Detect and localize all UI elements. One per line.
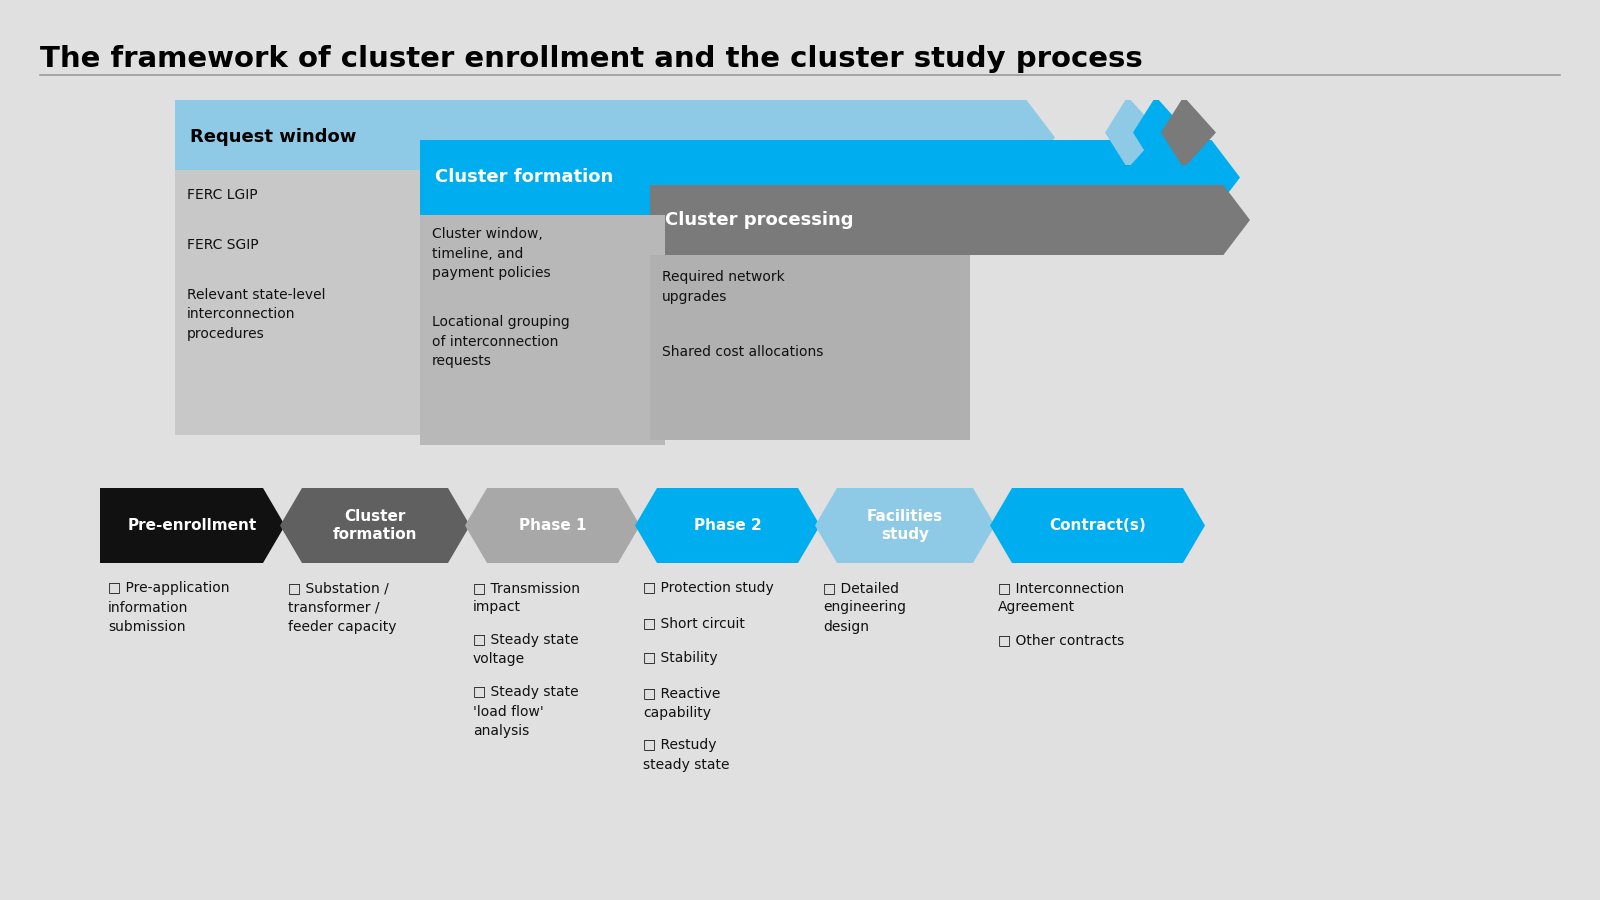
Text: □ Other contracts: □ Other contracts xyxy=(998,633,1125,647)
Text: Cluster window,
timeline, and
payment policies: Cluster window, timeline, and payment po… xyxy=(432,227,550,280)
Text: FERC SGIP: FERC SGIP xyxy=(187,238,259,252)
Text: Locational grouping
of interconnection
requests: Locational grouping of interconnection r… xyxy=(432,315,570,368)
Polygon shape xyxy=(99,488,285,563)
Text: Facilities
study: Facilities study xyxy=(867,509,942,542)
Text: Shared cost allocations: Shared cost allocations xyxy=(662,345,824,359)
Polygon shape xyxy=(1162,100,1216,165)
Text: Pre-enrollment: Pre-enrollment xyxy=(128,518,258,533)
Text: □ Steady state
'load flow'
analysis: □ Steady state 'load flow' analysis xyxy=(474,685,579,738)
Polygon shape xyxy=(814,488,995,563)
Text: □ Restudy
steady state: □ Restudy steady state xyxy=(643,738,730,771)
Text: □ Steady state
voltage: □ Steady state voltage xyxy=(474,633,579,667)
Text: □ Reactive
capability: □ Reactive capability xyxy=(643,686,720,719)
Text: Phase 1: Phase 1 xyxy=(518,518,586,533)
Text: □ Short circuit: □ Short circuit xyxy=(643,616,746,630)
Text: Request window: Request window xyxy=(190,129,357,147)
Text: □ Detailed
engineering
design: □ Detailed engineering design xyxy=(822,581,906,634)
Polygon shape xyxy=(174,170,419,435)
Polygon shape xyxy=(1106,100,1160,165)
Text: Relevant state-level
interconnection
procedures: Relevant state-level interconnection pro… xyxy=(187,288,325,341)
Text: □ Interconnection
Agreement: □ Interconnection Agreement xyxy=(998,581,1125,615)
Polygon shape xyxy=(419,140,1240,215)
Text: Contract(s): Contract(s) xyxy=(1050,518,1146,533)
Text: □ Transmission
impact: □ Transmission impact xyxy=(474,581,579,615)
Text: □ Protection study: □ Protection study xyxy=(643,581,774,595)
Polygon shape xyxy=(174,100,1054,175)
Polygon shape xyxy=(650,255,970,440)
Polygon shape xyxy=(990,488,1205,563)
Polygon shape xyxy=(466,488,640,563)
Text: □ Stability: □ Stability xyxy=(643,651,718,665)
Text: Phase 2: Phase 2 xyxy=(694,518,762,533)
Text: The framework of cluster enrollment and the cluster study process: The framework of cluster enrollment and … xyxy=(40,45,1142,73)
Polygon shape xyxy=(1133,100,1187,165)
Polygon shape xyxy=(419,215,666,445)
Text: Cluster processing: Cluster processing xyxy=(666,211,853,229)
Polygon shape xyxy=(635,488,819,563)
Text: FERC LGIP: FERC LGIP xyxy=(187,188,258,202)
Text: Cluster formation: Cluster formation xyxy=(435,168,613,186)
Polygon shape xyxy=(650,185,1250,255)
Polygon shape xyxy=(280,488,470,563)
Text: □ Substation /
transformer /
feeder capacity: □ Substation / transformer / feeder capa… xyxy=(288,581,397,634)
Text: □ Pre-application
information
submission: □ Pre-application information submission xyxy=(109,581,229,634)
Text: Required network
upgrades: Required network upgrades xyxy=(662,270,784,303)
Text: Cluster
formation: Cluster formation xyxy=(333,509,418,542)
